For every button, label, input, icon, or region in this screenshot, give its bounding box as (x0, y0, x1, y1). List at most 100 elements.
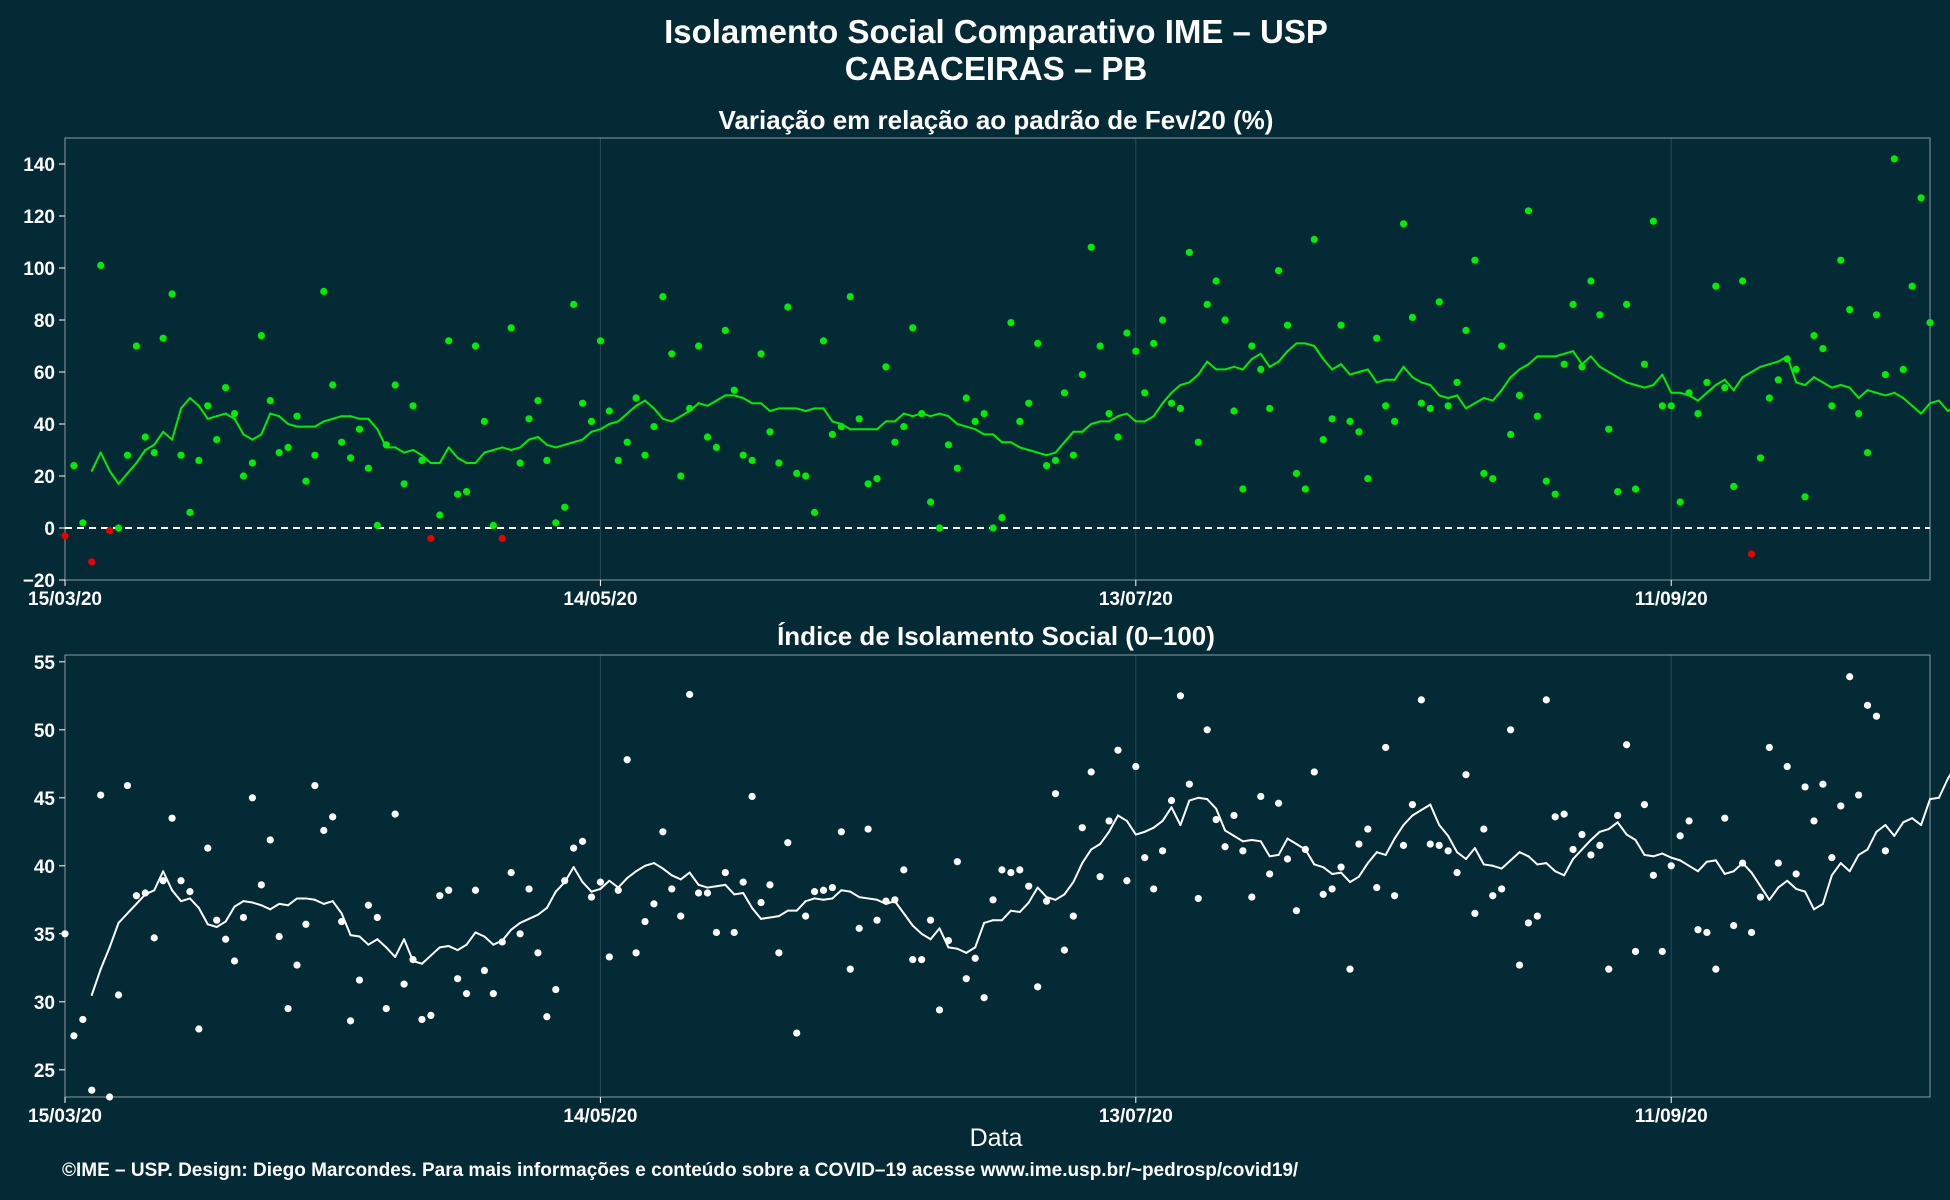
moving-average-segment (1777, 879, 1789, 889)
data-point (873, 475, 881, 483)
y-tick-label: 0 (44, 519, 55, 540)
moving-average-segment (599, 423, 611, 431)
moving-average-segment (572, 866, 584, 884)
moving-average-segment (501, 446, 513, 451)
data-point (230, 957, 239, 965)
moving-average-segment (224, 905, 236, 923)
data-point (1328, 885, 1336, 893)
data-point (106, 1093, 114, 1101)
moving-average-segment (1366, 368, 1378, 384)
moving-average-segment (840, 889, 852, 893)
moving-average-segment (1607, 371, 1619, 379)
moving-average-segment (1161, 391, 1173, 405)
data-point (462, 990, 471, 998)
data-point (1872, 712, 1881, 720)
data-point (454, 975, 462, 983)
data-point (1417, 399, 1425, 407)
moving-average-segment (233, 900, 245, 908)
moving-average-segment (153, 430, 165, 446)
data-point (784, 303, 792, 311)
moving-average-segment (1902, 397, 1914, 407)
data-point (962, 394, 970, 402)
data-point (721, 869, 729, 877)
moving-average-segment (394, 938, 406, 958)
data-point (1257, 365, 1265, 373)
moving-average-segment (153, 870, 165, 892)
data-point (784, 839, 792, 847)
data-point (1631, 947, 1640, 956)
moving-average-segment (947, 415, 959, 425)
data-point (614, 456, 622, 464)
moving-average-segment (1420, 803, 1432, 812)
moving-average-segment (1527, 355, 1539, 366)
data-point (355, 976, 364, 984)
data-point (1747, 550, 1756, 558)
moving-average-segment (822, 897, 834, 901)
data-point (1756, 893, 1765, 901)
data-point (1123, 877, 1131, 885)
data-point (1551, 813, 1559, 821)
moving-average-segment (751, 906, 763, 920)
data-point (150, 934, 158, 942)
data-point (1114, 433, 1122, 441)
data-point (1631, 485, 1640, 493)
moving-average-segment (1732, 376, 1744, 392)
moving-average-segment (99, 451, 111, 472)
data-point (1685, 389, 1693, 397)
moving-average-segment (1482, 863, 1494, 867)
moving-average-segment (768, 407, 780, 412)
data-point (391, 381, 399, 389)
moving-average-segment (1696, 860, 1708, 873)
moving-average-segment (403, 449, 415, 454)
moving-average-segment (1804, 890, 1815, 911)
data-point (525, 885, 533, 893)
data-point (409, 956, 417, 964)
moving-average-segment (661, 417, 673, 423)
moving-average-segment (1063, 430, 1075, 444)
data-point (641, 451, 649, 459)
data-point (1051, 456, 1060, 464)
data-point (1078, 371, 1086, 379)
data-point (230, 410, 239, 418)
data-point (1747, 928, 1756, 937)
moving-average-segment (126, 902, 138, 915)
moving-average-segment (590, 887, 602, 893)
data-point (694, 889, 703, 897)
moving-average-segment (1206, 360, 1218, 371)
data-point (1034, 983, 1042, 991)
moving-average-segment (1009, 909, 1021, 914)
moving-average-segment (1375, 378, 1387, 384)
data-point (1292, 469, 1301, 477)
index-panel: 25 30 35 40 45 50 55 15/03/20 14/05/20 13/07/20 11… (28, 653, 1950, 1127)
moving-average-segment (1197, 360, 1209, 376)
moving-average-segment (1036, 451, 1048, 457)
moving-average-segment (1473, 397, 1485, 405)
data-point (1614, 811, 1622, 820)
moving-average-segment (581, 430, 593, 441)
moving-average-segment (188, 897, 200, 909)
data-point (971, 417, 979, 425)
data-point (346, 1017, 355, 1025)
data-point (739, 451, 747, 459)
data-point (561, 877, 569, 885)
data-point (445, 886, 453, 894)
data-point (1373, 334, 1381, 342)
moving-average-segment (1670, 856, 1682, 862)
data-point (748, 456, 756, 464)
moving-average-segment (590, 428, 602, 433)
moving-average-segment (1616, 821, 1628, 836)
moving-average-segment (670, 415, 682, 423)
data-point (1730, 922, 1738, 930)
moving-average-segment (1545, 862, 1557, 873)
moving-average-segment (635, 399, 647, 407)
data-point (213, 916, 221, 924)
data-point (1685, 817, 1693, 825)
data-point (1426, 404, 1434, 412)
data-point (382, 1005, 390, 1013)
moving-average-segment (358, 935, 370, 946)
data-point (918, 956, 926, 964)
data-point (302, 477, 310, 485)
data-point (70, 462, 78, 470)
moving-average-segment (1634, 384, 1646, 389)
data-point (1167, 399, 1176, 407)
